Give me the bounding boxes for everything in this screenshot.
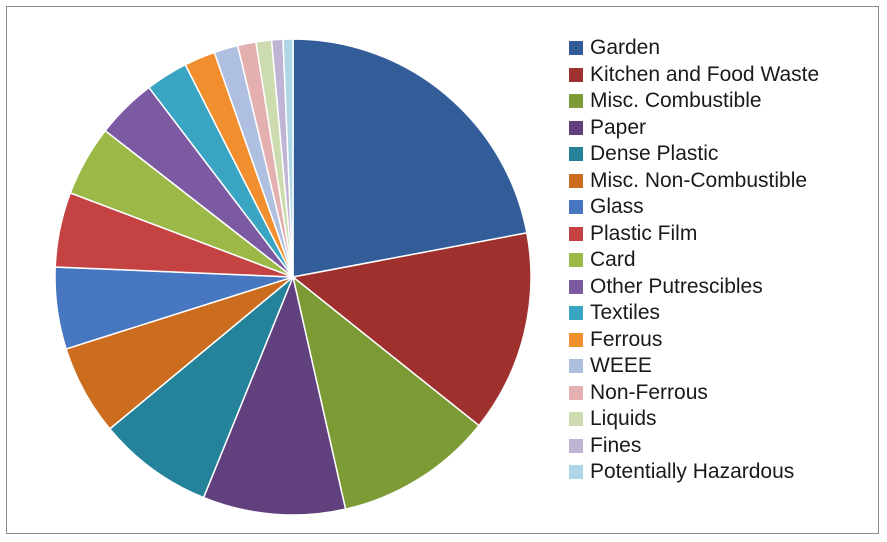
legend-item-other-putrescibles: Other Putrescibles xyxy=(569,274,819,301)
legend-swatch xyxy=(569,253,583,268)
pie-slice-kitchen-and-food-waste xyxy=(291,231,532,427)
legend-item-non-ferrous: Non-Ferrous xyxy=(569,380,819,407)
legend-swatch xyxy=(569,332,583,347)
legend-item-fines: Fines xyxy=(569,433,819,460)
legend: Garden Kitchen and Food Waste Misc. Combus… xyxy=(569,35,819,486)
legend-item-paper: Paper xyxy=(569,115,819,142)
pie-slice-paper xyxy=(202,274,347,516)
legend-label: Non-Ferrous xyxy=(590,380,708,404)
legend-label: Misc. Non-Combustible xyxy=(590,168,808,192)
legend-item-misc-combustible: Misc. Combustible xyxy=(569,88,819,115)
legend-label: Garden xyxy=(590,36,661,60)
legend-item-plastic-film: Plastic Film xyxy=(569,221,819,248)
legend-label: Misc. Combustible xyxy=(590,89,762,113)
legend-item-ferrous: Ferrous xyxy=(569,327,819,354)
legend-label: Other Putrescibles xyxy=(590,274,763,298)
legend-label: Plastic Film xyxy=(590,221,698,245)
legend-swatch xyxy=(569,67,583,82)
legend-swatch xyxy=(569,279,583,294)
legend-item-weee: WEEE xyxy=(569,353,819,380)
pie-slice-misc-combustible xyxy=(291,275,481,511)
legend-swatch xyxy=(569,412,583,427)
legend-item-dense-plastic: Dense Plastic xyxy=(569,141,819,168)
legend-label: Potentially Hazardous xyxy=(590,460,795,484)
legend-label: Dense Plastic xyxy=(590,142,719,166)
legend-item-potentially-hazardous: Potentially Hazardous xyxy=(569,459,819,486)
legend-item-kitchen-and-food-waste: Kitchen and Food Waste xyxy=(569,62,819,89)
legend-label: Fines xyxy=(590,433,642,457)
legend-swatch xyxy=(569,173,583,188)
legend-item-glass: Glass xyxy=(569,194,819,221)
legend-item-card: Card xyxy=(569,247,819,274)
legend-swatch xyxy=(569,120,583,135)
legend-label: WEEE xyxy=(590,354,652,378)
pie-slice-dense-plastic xyxy=(108,276,294,499)
legend-swatch xyxy=(569,226,583,241)
legend-swatch xyxy=(569,359,583,374)
pie-slice-potentially-hazardous xyxy=(282,38,294,278)
legend-swatch xyxy=(569,147,583,162)
legend-swatch xyxy=(569,306,583,321)
legend-label: Glass xyxy=(590,195,644,219)
legend-label: Liquids xyxy=(590,407,657,431)
pie-slice-garden xyxy=(292,38,528,278)
legend-label: Textiles xyxy=(590,301,661,325)
legend-swatch xyxy=(569,41,583,56)
legend-swatch xyxy=(569,465,583,480)
legend-label: Card xyxy=(590,248,636,272)
legend-swatch xyxy=(569,385,583,400)
legend-item-textiles: Textiles xyxy=(569,300,819,327)
legend-swatch xyxy=(569,200,583,215)
legend-swatch xyxy=(569,438,583,453)
legend-swatch xyxy=(569,94,583,109)
legend-item-misc-non-combustible: Misc. Non-Combustible xyxy=(569,168,819,195)
chart-frame: Garden Kitchen and Food Waste Misc. Combus… xyxy=(6,6,879,534)
legend-label: Ferrous xyxy=(590,327,663,351)
pie-chart xyxy=(54,38,532,516)
legend-label: Kitchen and Food Waste xyxy=(590,62,820,86)
legend-label: Paper xyxy=(590,115,647,139)
legend-item-garden: Garden xyxy=(569,35,819,62)
legend-item-liquids: Liquids xyxy=(569,406,819,433)
